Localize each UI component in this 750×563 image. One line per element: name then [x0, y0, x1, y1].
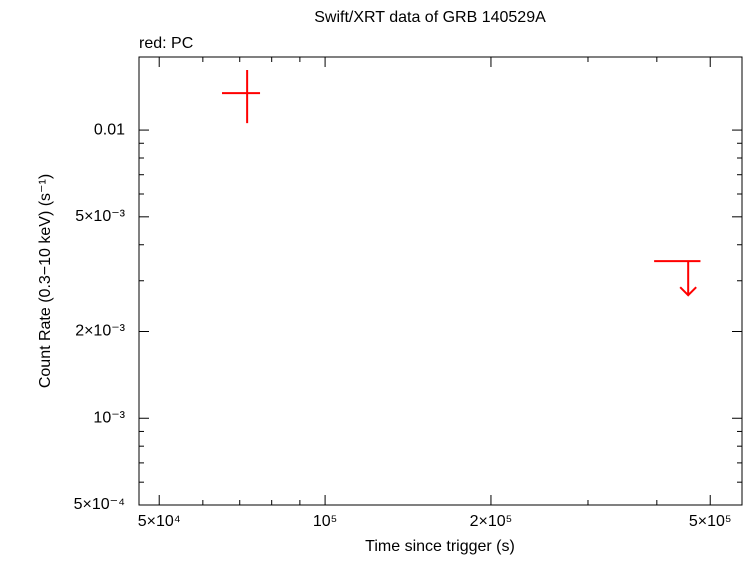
y-tick-label: 5×10⁻⁴	[74, 496, 125, 513]
upper-limit-arrow	[679, 261, 697, 297]
plot-frame	[138, 56, 743, 506]
x-tick-label: 5×10⁴	[138, 513, 181, 530]
chart-title: Swift/XRT data of GRB 140529A	[314, 9, 546, 26]
y-axis-label: Count Rate (0.3−10 keV) (s⁻¹)	[37, 174, 54, 388]
y-tick-label: 0.01	[94, 121, 125, 138]
y-tick-label: 2×10⁻³	[75, 323, 125, 340]
x-tick-label: 2×10⁵	[470, 513, 513, 530]
x-tick-label: 10⁵	[313, 513, 337, 530]
x-tick-label: 5×10⁵	[689, 513, 732, 530]
chart-subtitle: red: PC	[139, 35, 193, 52]
y-tick-label: 5×10⁻³	[75, 208, 125, 225]
x-axis-label: Time since trigger (s)	[365, 538, 515, 555]
y-tick-label: 10⁻³	[93, 409, 125, 426]
